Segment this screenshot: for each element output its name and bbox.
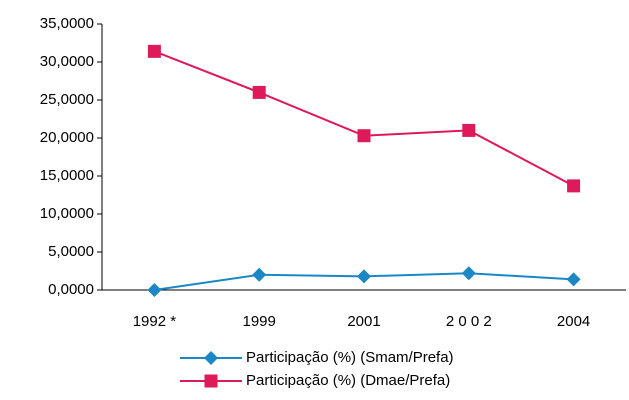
series-line: [154, 50, 575, 187]
legend-label: Participação (%) (Dmae/Prefa): [246, 372, 450, 389]
y-tick-label: 30,0000: [40, 53, 94, 70]
y-tick-label: 25,0000: [40, 91, 94, 108]
x-tick-label: 2 0 0 2: [446, 313, 492, 330]
marker: [567, 179, 581, 193]
y-tick-label: 35,0000: [40, 15, 94, 32]
y-tick-label: 5,0000: [48, 243, 94, 260]
x-tick-label: 1999: [243, 313, 276, 330]
y-tick-label: 20,0000: [40, 129, 94, 146]
marker: [147, 44, 161, 58]
legend-marker: [204, 374, 218, 388]
marker: [252, 85, 266, 99]
x-tick-label: 2004: [557, 313, 590, 330]
marker: [252, 267, 267, 282]
y-tick-label: 10,0000: [40, 205, 94, 222]
marker: [357, 269, 371, 284]
marker: [462, 123, 476, 137]
y-tick-label: 15,0000: [40, 167, 94, 184]
y-tick-label: 0,0000: [48, 281, 94, 298]
x-tick-label: 1992 *: [133, 313, 177, 330]
marker: [461, 266, 476, 281]
legend-label: Participação (%) (Smam/Prefa): [246, 349, 454, 366]
marker: [147, 283, 162, 297]
marker: [357, 129, 371, 143]
legend-marker: [204, 351, 218, 365]
marker: [566, 272, 581, 287]
x-tick-label: 2001: [347, 313, 380, 330]
